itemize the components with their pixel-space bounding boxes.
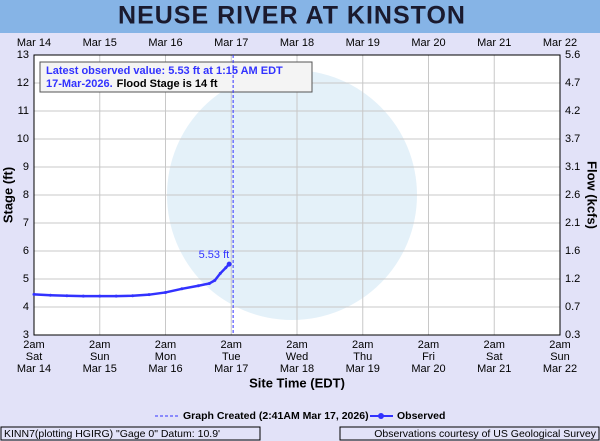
data-point <box>98 294 102 298</box>
y2-tick-label: 5.6 <box>565 49 580 61</box>
legend-created: Graph Created (2:41AM Mar 17, 2026) <box>183 410 369 422</box>
footer-right-box <box>339 426 600 441</box>
x-tick-day: Tue <box>222 351 241 363</box>
info-box <box>39 61 313 93</box>
data-point <box>131 294 135 298</box>
x-top-label: Mar 17 <box>214 37 248 49</box>
series-line <box>33 263 231 298</box>
x-tick-day: Wed <box>286 351 308 363</box>
legend-observed-marker <box>378 413 384 419</box>
y2-tick-label: 4.7 <box>565 77 580 89</box>
x-tick-date: Mar 22 <box>543 363 577 375</box>
x-tick-time: 2am <box>484 339 505 351</box>
data-point <box>81 294 85 298</box>
x-tick-date: Mar 15 <box>83 363 117 375</box>
y2-tick-label: 1.2 <box>565 273 580 285</box>
data-point <box>207 281 211 285</box>
data-point <box>180 287 184 291</box>
plot-border <box>33 54 561 336</box>
x-tick-date: Mar 17 <box>214 363 248 375</box>
y-tick-label: 11 <box>18 105 29 117</box>
y-tick-label: 10 <box>17 133 29 145</box>
x-top-label: Mar 14 <box>17 37 51 49</box>
x-top-label: Mar 22 <box>543 37 577 49</box>
data-point <box>164 290 167 294</box>
x-tick-time: 2am <box>155 339 176 351</box>
data-point <box>147 293 151 297</box>
x-tick-day: Thu <box>353 351 372 363</box>
x-tick-date: Mar 18 <box>280 363 314 375</box>
x-top-label: Mar 19 <box>346 37 380 49</box>
y2-tick-label: 2.1 <box>565 217 580 229</box>
x-tick-date: Mar 14 <box>17 363 51 375</box>
x-top-label: Mar 21 <box>477 37 511 49</box>
data-point <box>65 294 69 298</box>
latest-observed: Latest observed value: 5.53 ft at 1:15 A… <box>46 65 283 77</box>
x-tick-time: 2am <box>89 339 110 351</box>
y-tick-label: 6 <box>23 245 29 257</box>
y-tick-label: 9 <box>23 161 29 173</box>
x-tick-time: 2am <box>221 339 242 351</box>
legend-observed: Observed <box>397 410 445 422</box>
x-tick-date: Mar 19 <box>346 363 380 375</box>
x-tick-day: Sat <box>26 351 43 363</box>
x-axis-label: Site Time (EDT) <box>249 375 345 390</box>
x-tick-time: 2am <box>286 339 307 351</box>
y-tick-label: 7 <box>23 217 29 229</box>
x-tick-day: Sun <box>550 351 570 363</box>
data-label: 5.53 ft <box>199 249 230 261</box>
y-axis-label: Stage (ft) <box>0 167 15 223</box>
x-top-label: Mar 20 <box>411 37 445 49</box>
footer-left-box <box>0 426 261 441</box>
y2-tick-label: 4.2 <box>565 105 580 117</box>
y-tick-label: 12 <box>17 77 29 89</box>
footer-left: KINN7(plotting HGIRG) "Gage 0" Datum: 10… <box>4 428 220 440</box>
latest-date-row: 17-Mar-2026. Flood Stage is 14 ft <box>46 78 218 90</box>
data-point <box>224 266 228 270</box>
data-point <box>114 294 118 298</box>
y-tick-label: 5 <box>23 273 29 285</box>
title-banner <box>0 0 600 33</box>
x-tick-time: 2am <box>23 339 44 351</box>
x-top-label: Mar 18 <box>280 37 314 49</box>
x-top-label: Mar 15 <box>83 37 117 49</box>
x-tick-day: Sun <box>90 351 110 363</box>
x-tick-time: 2am <box>418 339 439 351</box>
data-point <box>226 261 232 267</box>
y2-tick-label: 3.1 <box>565 161 580 173</box>
y2-tick-label: 3.7 <box>565 133 580 145</box>
data-point <box>48 293 52 297</box>
y-tick-label: 13 <box>17 49 29 61</box>
y2-tick-label: 0.7 <box>565 301 580 313</box>
chart-title: NEUSE RIVER AT KINSTON <box>118 2 466 30</box>
latest-date: 17-Mar-2026. <box>46 78 113 90</box>
x-tick-day: Fri <box>422 351 435 363</box>
x-tick-date: Mar 21 <box>477 363 511 375</box>
x-tick-date: Mar 16 <box>148 363 182 375</box>
y2-tick-label: 1.6 <box>565 245 580 257</box>
data-point <box>196 284 200 288</box>
x-tick-date: Mar 20 <box>411 363 445 375</box>
footer-right: Observations courtesy of US Geological S… <box>374 428 597 440</box>
data-point <box>213 278 217 282</box>
y-tick-label: 3 <box>23 329 29 341</box>
y2-tick-label: 0.3 <box>565 329 580 341</box>
y-tick-label: 4 <box>23 301 29 313</box>
x-tick-day: Sat <box>486 351 503 363</box>
y2-tick-label: 2.6 <box>565 189 580 201</box>
flood-stage: Flood Stage is 14 ft <box>117 78 218 90</box>
y2-axis-label: Flow (kcfs) <box>585 161 600 229</box>
y-tick-label: 8 <box>23 189 29 201</box>
x-tick-day: Mon <box>155 351 176 363</box>
x-tick-time: 2am <box>549 339 570 351</box>
data-point <box>32 292 36 296</box>
x-tick-time: 2am <box>352 339 373 351</box>
data-point <box>218 271 222 275</box>
x-top-label: Mar 16 <box>148 37 182 49</box>
